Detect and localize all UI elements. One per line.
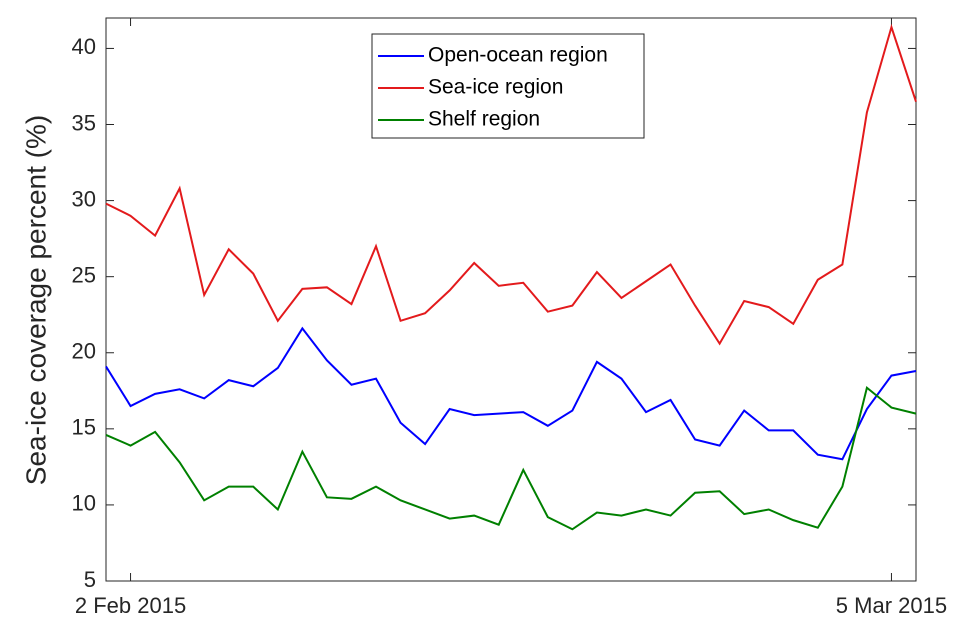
- y-tick-label: 35: [72, 110, 96, 135]
- series-line: [105, 385, 917, 531]
- y-tick-label: 15: [72, 415, 96, 440]
- legend-label: Sea-ice region: [428, 76, 563, 99]
- y-tick-label: 20: [72, 339, 96, 364]
- y-tick-label: 10: [72, 491, 96, 516]
- y-tick-label: 30: [72, 186, 96, 211]
- x-tick-label: 5 Mar 2015: [836, 593, 947, 618]
- y-axis-label: Sea-ice coverage percent (%): [20, 115, 51, 485]
- series-line: [105, 326, 917, 461]
- legend-label: Shelf region: [428, 108, 540, 131]
- series-line: [105, 23, 917, 346]
- y-tick-label: 40: [72, 34, 96, 59]
- legend-label: Open-ocean region: [428, 44, 608, 67]
- y-tick-label: 5: [84, 567, 96, 592]
- x-tick-label: 2 Feb 2015: [75, 593, 186, 618]
- y-tick-label: 25: [72, 262, 96, 287]
